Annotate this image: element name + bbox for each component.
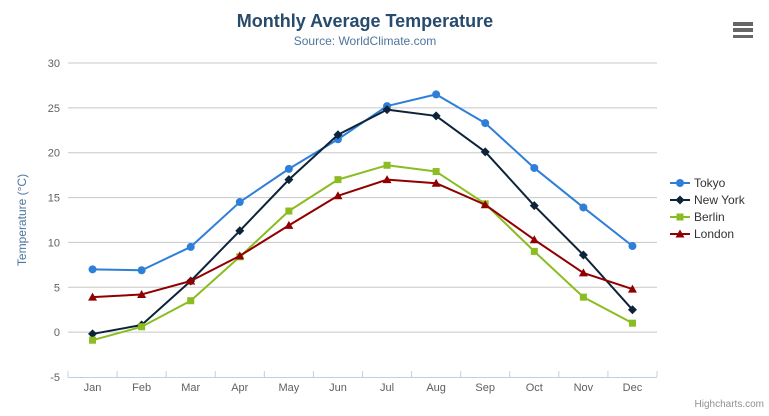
data-point[interactable] (382, 105, 392, 115)
data-point[interactable] (529, 235, 539, 244)
data-point[interactable] (186, 276, 196, 285)
x-axis-label: Apr (231, 382, 248, 394)
legend-item-tokyo[interactable]: Tokyo (670, 175, 745, 190)
data-point[interactable] (334, 176, 342, 184)
x-axis-label: May (278, 382, 299, 394)
data-point[interactable] (480, 147, 490, 157)
y-axis-label: 5 (54, 282, 60, 294)
legend-label: New York (694, 192, 745, 207)
data-point[interactable] (579, 293, 587, 301)
data-point[interactable] (382, 175, 392, 184)
series-line (91, 108, 634, 335)
data-point[interactable] (431, 178, 441, 187)
data-point[interactable] (530, 163, 539, 172)
x-axis-label: Jun (329, 382, 347, 394)
triangle-marker-icon (670, 229, 690, 237)
legend-item-new-york[interactable]: New York (670, 192, 745, 207)
series-tokyo[interactable] (88, 90, 637, 275)
circle-marker-icon (670, 178, 690, 187)
legend-label: London (694, 226, 735, 241)
square-marker-icon (670, 213, 690, 220)
diamond-marker-icon (670, 195, 690, 204)
x-axis-label: Nov (574, 382, 594, 394)
data-point[interactable] (186, 242, 195, 251)
series-line (91, 93, 634, 272)
data-point[interactable] (138, 323, 146, 331)
data-point[interactable] (529, 201, 539, 211)
y-axis-label: 15 (48, 193, 60, 205)
data-point[interactable] (627, 284, 637, 293)
data-point (676, 213, 684, 220)
data-point[interactable] (579, 203, 588, 212)
data-point[interactable] (187, 297, 195, 305)
y-axis-label: 10 (48, 237, 60, 249)
series-line (91, 178, 634, 299)
series-new-york[interactable] (88, 105, 637, 339)
x-axis-label: Jan (84, 382, 102, 394)
y-axis-title: Temperature (°C) (15, 174, 29, 266)
data-point[interactable] (88, 265, 97, 274)
data-point[interactable] (530, 247, 538, 255)
legend-item-london[interactable]: London (670, 226, 745, 241)
x-axis-label: Feb (132, 382, 151, 394)
legend-item-berlin[interactable]: Berlin (670, 209, 745, 224)
y-axis-label: 0 (54, 327, 60, 339)
y-axis-label: 25 (48, 103, 60, 115)
data-point[interactable] (383, 161, 391, 169)
x-axis-label: Dec (623, 382, 643, 394)
data-point[interactable] (333, 191, 343, 200)
data-point (676, 178, 684, 187)
chart-title: Monthly Average Temperature (236, 11, 494, 31)
chart-subtitle: Source: WorldClimate.com (293, 34, 437, 48)
data-point (675, 195, 685, 204)
data-point[interactable] (235, 226, 245, 236)
y-axis-label: 20 (48, 148, 60, 160)
data-point[interactable] (285, 207, 293, 215)
export-menu-button[interactable] (731, 20, 755, 40)
y-axis-label: -5 (50, 372, 60, 384)
data-point[interactable] (480, 200, 490, 209)
data-point[interactable] (88, 329, 98, 339)
series-line (91, 164, 634, 342)
x-axis-label: Sep (475, 382, 495, 394)
data-point[interactable] (333, 130, 343, 140)
x-axis-label: Jul (380, 382, 394, 394)
hamburger-icon (733, 22, 753, 26)
y-axis-label: 30 (48, 58, 60, 70)
x-axis-label: Aug (426, 382, 446, 394)
legend-label: Tokyo (694, 175, 726, 190)
data-point[interactable] (432, 168, 440, 176)
data-point[interactable] (137, 266, 146, 275)
data-point[interactable] (628, 242, 637, 251)
data-point[interactable] (481, 119, 490, 128)
legend-label: Berlin (694, 209, 725, 224)
data-point[interactable] (284, 164, 293, 173)
series-london[interactable] (88, 175, 637, 301)
data-point[interactable] (284, 220, 294, 229)
x-axis-label: Oct (526, 382, 543, 394)
data-point[interactable] (89, 336, 97, 344)
data-point[interactable] (137, 289, 147, 298)
data-point[interactable] (432, 90, 441, 99)
credits-link[interactable]: Highcharts.com (694, 399, 764, 410)
data-point (675, 229, 685, 237)
data-point[interactable] (578, 268, 588, 277)
data-point[interactable] (284, 175, 294, 185)
data-point[interactable] (627, 305, 637, 315)
data-point[interactable] (235, 198, 244, 207)
data-point[interactable] (578, 250, 588, 260)
data-point[interactable] (88, 292, 98, 301)
data-point[interactable] (235, 251, 245, 260)
data-point[interactable] (431, 111, 441, 121)
x-axis-label: Mar (181, 382, 200, 394)
data-point[interactable] (628, 319, 636, 327)
legend: Tokyo New York Berlin London (670, 175, 745, 241)
